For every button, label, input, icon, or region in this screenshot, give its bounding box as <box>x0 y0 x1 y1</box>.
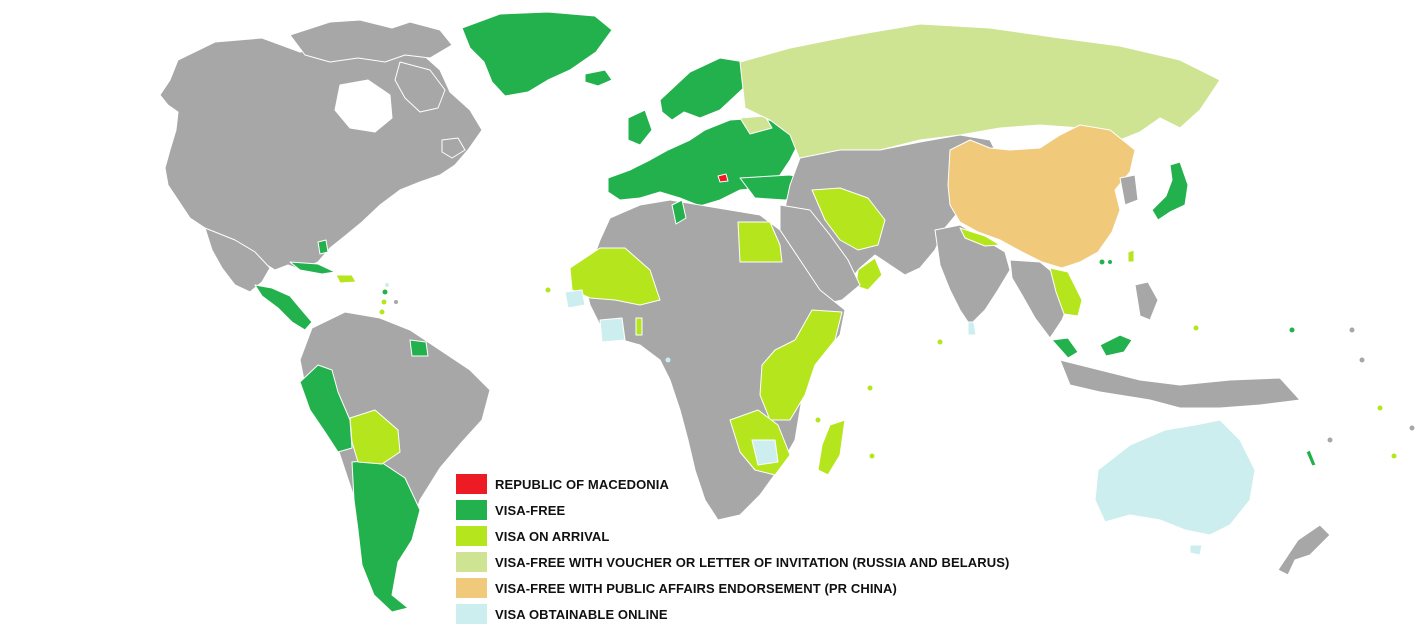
legend-label-visa-free-endorsement: VISA-FREE WITH PUBLIC AFFAIRS ENDORSEMEN… <box>495 580 897 596</box>
lesser-antilles-c <box>378 308 386 316</box>
borneo-malaysia <box>1099 334 1133 357</box>
lesser-antilles-e <box>384 282 390 288</box>
suriname-guyana <box>409 339 429 357</box>
japan <box>1151 161 1189 221</box>
arctic-archipelago <box>289 19 453 63</box>
legend-label-visa-online: VISA OBTAINABLE ONLINE <box>495 606 668 622</box>
indonesia <box>1059 359 1301 409</box>
maldives-dot <box>937 339 943 345</box>
baffin-island <box>394 61 446 113</box>
egypt <box>737 221 783 263</box>
legend-swatch-macedonia <box>456 474 487 494</box>
china <box>947 124 1136 269</box>
central-america <box>254 284 313 331</box>
island-markers <box>545 287 1415 459</box>
philippines <box>1134 281 1159 321</box>
uk-ireland <box>627 109 653 146</box>
legend-item-visa-online: VISA OBTAINABLE ONLINE <box>456 601 1009 627</box>
mauritius-dot <box>869 453 875 459</box>
cape-verde-dot <box>545 287 551 293</box>
kiribati-dot <box>1359 357 1365 363</box>
legend-swatch-visa-free-voucher <box>456 552 487 572</box>
chile-argentina <box>351 459 421 613</box>
legend-label-visa-free-voucher: VISA-FREE WITH VOUCHER OR LETTER OF INVI… <box>495 554 1010 570</box>
seychelles-dot <box>867 385 873 391</box>
malaysia <box>1051 337 1079 359</box>
marshall-dot <box>1349 327 1355 333</box>
lesser-antilles-a <box>381 288 389 296</box>
iceland <box>584 69 613 87</box>
legend-item-visa-on-arrival: VISA ON ARRIVAL <box>456 523 1009 549</box>
bahamas <box>317 239 329 255</box>
legend-swatch-visa-free <box>456 500 487 520</box>
iran-region <box>811 187 886 251</box>
cambodia-laos <box>1049 267 1083 317</box>
nepal-india-strip <box>959 227 1001 247</box>
taiwan <box>1127 249 1135 263</box>
new-zealand <box>1277 524 1331 576</box>
sri-lanka <box>967 321 977 336</box>
hispaniola <box>335 274 357 284</box>
solomon-dot <box>1327 437 1333 443</box>
legend-item-visa-free-endorsement: VISA-FREE WITH PUBLIC AFFAIRS ENDORSEMEN… <box>456 575 1009 601</box>
belarus <box>739 115 773 135</box>
macau <box>1107 259 1113 265</box>
hudson-bay <box>334 79 393 133</box>
zimbabwe-online <box>751 439 779 466</box>
legend-label-macedonia: REPUBLIC OF MACEDONIA <box>495 476 669 492</box>
north-america <box>159 19 483 293</box>
palau-dot <box>1193 325 1199 331</box>
tunisia <box>671 199 687 225</box>
cote-divoire-online <box>599 317 626 343</box>
australia <box>1094 419 1256 536</box>
legend-item-visa-free-voucher: VISA-FREE WITH VOUCHER OR LETTER OF INVI… <box>456 549 1009 575</box>
newfoundland <box>441 137 466 159</box>
legend-swatch-visa-on-arrival <box>456 526 487 546</box>
legend-item-visa-free: VISA-FREE <box>456 497 1009 523</box>
bolivia <box>349 409 401 465</box>
europe <box>607 57 821 207</box>
fiji-dot <box>1391 453 1397 459</box>
lesser-antilles-d <box>393 299 399 305</box>
korea <box>1119 174 1139 206</box>
caribbean <box>289 239 399 316</box>
hong-kong <box>1098 258 1106 266</box>
new-caledonia <box>1305 449 1317 467</box>
greenland <box>461 11 613 97</box>
legend-swatch-visa-online <box>456 604 487 624</box>
legend-item-macedonia: REPUBLIC OF MACEDONIA <box>456 471 1009 497</box>
cuba <box>289 261 336 275</box>
togo-voa <box>635 317 643 336</box>
tuvalu-dot <box>1377 405 1383 411</box>
tasmania <box>1189 544 1203 556</box>
east-africa-voa <box>759 309 843 421</box>
legend-swatch-visa-free-endorsement <box>456 578 487 598</box>
comoros-dot <box>815 417 821 423</box>
scandinavia <box>659 57 751 121</box>
africa <box>564 199 846 521</box>
lesser-antilles-b <box>380 298 388 306</box>
madagascar <box>817 419 846 476</box>
micronesia-dot <box>1289 327 1295 333</box>
senegal-online <box>564 289 586 309</box>
legend-label-visa-free: VISA-FREE <box>495 502 566 518</box>
macedonia <box>717 173 729 183</box>
south-america <box>299 311 491 613</box>
map-legend: REPUBLIC OF MACEDONIA VISA-FREE VISA ON … <box>456 471 1009 627</box>
samoa-dot <box>1409 425 1415 431</box>
sao-tome-dot <box>665 357 671 363</box>
legend-label-visa-on-arrival: VISA ON ARRIVAL <box>495 528 610 544</box>
